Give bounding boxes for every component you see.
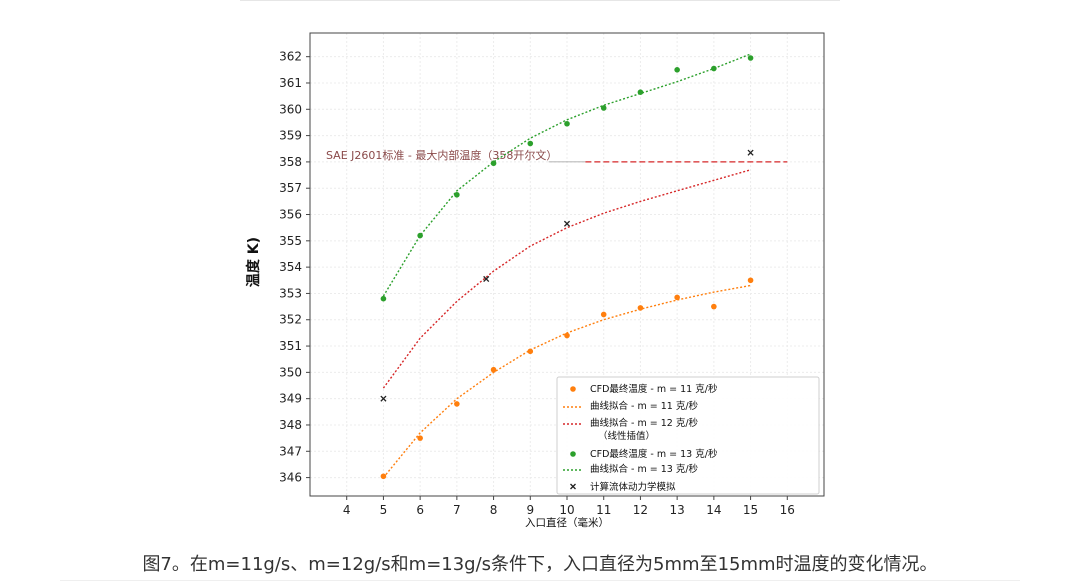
legend-label: 曲线拟合 - m = 12 克/秒（线性插值） [590,417,699,442]
y-tick-label: 359 [279,129,302,143]
series-3-point [527,140,534,147]
x-tick-label: 6 [416,503,424,517]
series-0-point [711,303,717,310]
legend-label: CFD最终温度 - m = 13 克/秒 [590,448,718,460]
series-0-point [747,277,754,284]
legend-label: CFD最终温度 - m = 11 克/秒 [590,383,718,395]
legend-entry-1: 曲线拟合 - m = 11 克/秒 [563,400,699,412]
x-tick-label: 13 [670,503,685,517]
series-0-point [564,332,570,339]
series-0-point [674,294,680,301]
y-tick-label: 350 [279,365,302,379]
legend-entry-5: 计算流体动力学模拟 [570,481,676,493]
x-marker-stroke [380,395,387,402]
y-tick-label: 351 [279,339,302,353]
legend-swatch-dot [570,386,576,392]
series-3-point [747,55,754,61]
x-axis-label: 入口直径（毫米） [525,516,609,529]
top-rule [240,0,840,1]
figure-caption: 图7。在m=11g/s、m=12g/s和m=13g/s条件下，入口直径为5mm至… [142,554,938,575]
series-1-line [382,284,751,479]
series-0-point [417,435,423,441]
y-tick-label: 360 [279,102,302,116]
y-tick-label: 357 [279,181,302,195]
x-tick-label: 15 [743,503,758,517]
reference-line-label: SAE J2601标准 - 最大内部温度（358开尔文） [326,148,557,162]
legend-entry-3: CFD最终温度 - m = 13 克/秒 [570,448,718,460]
series-0-point [380,473,387,480]
x-tick-label: 12 [633,503,648,517]
legend-entry-4: 曲线拟合 - m = 13 克/秒 [563,463,699,475]
series-layer [380,53,754,480]
x-tick-label: 7 [453,503,461,517]
x-tick-label: 16 [780,503,795,517]
temperature-chart: SAE J2601标准 - 最大内部温度（358开尔文） 4 5 6 7 8 9 10 11 1… [245,32,825,529]
series-0-point [490,366,497,373]
legend-swatch-x [570,483,576,490]
legend-label: 曲线拟合 - m = 13 克/秒 [590,463,699,475]
reference-line-group: SAE J2601标准 - 最大内部温度（358开尔文） [326,148,788,163]
x-tick-label: 8 [490,503,498,517]
y-tick-label: 361 [279,76,302,90]
series-4-line [382,53,751,297]
x-marker-stroke [483,275,490,283]
legend-box [556,376,820,495]
series-3-point [380,295,387,302]
x-tick-label: 11 [596,503,611,517]
legend-entry-2: 曲线拟合 - m = 12 克/秒（线性插值） [563,417,699,442]
x-tick-label: 10 [559,503,574,517]
series-3-point [711,65,717,72]
y-tick-label: 362 [279,50,302,64]
y-tick-label: 346 [279,471,302,485]
legend-swatch-dot [570,451,576,457]
y-tick-label: 348 [279,418,302,432]
x-marker-stroke [563,220,571,227]
series-3-point [674,67,680,73]
series-0-point [454,401,460,407]
legend-label: 曲线拟合 - m = 11 克/秒 [590,400,699,412]
y-axis-label: 温度 K) [245,237,262,287]
x-tick-label: 4 [343,503,351,517]
x-tick-label: 14 [706,503,721,517]
series-5-point [563,220,571,227]
series-5-point [483,275,490,283]
x-tick-label: 9 [526,503,534,517]
y-axis-label-text: 温度 K) [245,237,262,287]
tick-layer: 4 5 6 7 8 9 10 11 12 13 14 15 16 346 347 348 349 350 351 35… [279,50,795,517]
legend-label: 计算流体动力学模拟 [590,481,676,493]
series-5-point [380,395,387,402]
y-tick-label: 352 [279,313,302,327]
y-tick-label: 354 [279,260,302,274]
series-2-line [382,169,751,389]
x-marker-stroke [747,149,754,156]
y-tick-label: 347 [279,444,302,458]
legend-entry-0: CFD最终温度 - m = 11 克/秒 [570,383,718,395]
y-tick-label: 349 [279,392,302,406]
y-tick-label: 356 [279,208,302,222]
series-5-point [747,149,754,156]
y-tick-label: 353 [279,286,302,300]
series-0-point [600,311,607,318]
bottom-rule [60,580,1020,581]
x-tick-label: 5 [380,503,388,517]
y-tick-label: 355 [279,234,302,248]
y-tick-label: 358 [279,155,302,169]
series-3-point [564,120,570,127]
